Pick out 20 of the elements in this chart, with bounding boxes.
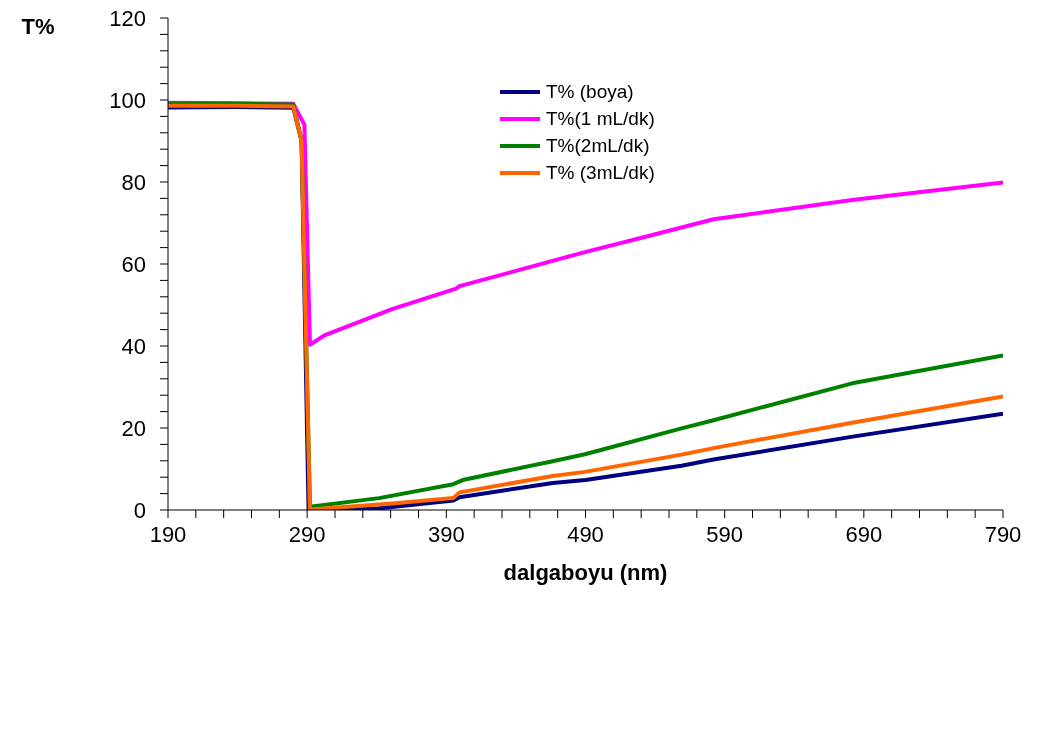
legend-label: T%(1 mL/dk) (546, 107, 655, 130)
legend-label: T% (3mL/dk) (546, 161, 655, 184)
x-axis-title: dalgaboyu (nm) (503, 560, 668, 585)
x-tick-label: 490 (567, 521, 604, 547)
x-tick-label: 590 (706, 521, 744, 547)
y-tick-label: 20 (121, 415, 146, 441)
x-tick-label: 290 (288, 521, 326, 547)
x-tick-label: 390 (427, 521, 465, 547)
legend-label: T%(2mL/dk) (546, 134, 650, 157)
x-tick-label: 690 (845, 521, 883, 547)
x-tick-label: 190 (149, 521, 187, 547)
y-tick-label: 80 (121, 169, 146, 195)
y-tick-label: 40 (121, 333, 146, 359)
legend-label: T% (boya) (546, 80, 634, 103)
y-tick-label: 0 (133, 497, 146, 523)
y-tick-label: 60 (121, 251, 146, 277)
y-tick-label: 120 (109, 5, 146, 31)
x-tick-label: 790 (984, 521, 1022, 547)
y-tick-label: 100 (109, 87, 146, 113)
y-axis-title: T% (21, 14, 55, 39)
